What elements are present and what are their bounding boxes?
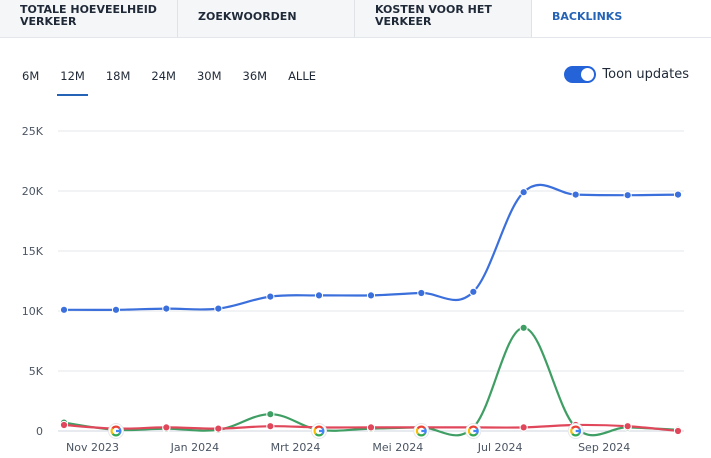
tab-total-traffic[interactable]: TOTALE HOEVEELHEID VERKEER [0,0,178,37]
range-12m[interactable]: 12M [57,68,88,96]
data-point-blue [214,304,223,313]
y-tick-label: 0 [36,425,43,438]
data-point-red [266,422,275,431]
range-all[interactable]: ALLE [288,69,317,83]
range-24m[interactable]: 24M [151,69,176,83]
google-update-marker-icon[interactable] [413,423,430,439]
tab-keywords[interactable]: ZOEKWOORDEN [178,0,355,37]
x-tick-label: Sep 2024 [578,441,630,454]
show-updates-control: Toon updates [564,66,689,83]
x-tick-label: Mrt 2024 [271,441,321,454]
toggle-knob [581,68,595,81]
google-update-marker-icon[interactable] [310,423,327,439]
backlinks-line-chart: 25K 20K 15K 10K 5K 0 Nov 2023 Jan 2024 Mrt 2024 M… [22,125,684,454]
data-point-blue [314,291,324,300]
data-point-red [519,423,528,432]
range-6m[interactable]: 6M [22,69,40,83]
data-point-red [59,420,69,430]
y-tick-label: 15K [22,245,44,258]
data-point-blue [571,190,580,199]
data-point-red [673,426,683,436]
tab-label-line1: KOSTEN VOOR HET [375,3,492,16]
range-selector: 6M 12M 18M 24M 30M 36M ALLE [22,68,337,98]
tab-label-line2: VERKEER [375,15,432,28]
range-18m[interactable]: 18M [105,69,131,83]
data-point-blue [469,287,478,296]
data-point-blue [417,288,426,298]
google-update-marker-icon[interactable] [567,423,584,439]
data-point-green [266,410,275,419]
series-line-green [63,326,679,437]
y-tick-label: 5K [29,365,44,378]
x-tick-label: Jan 2024 [170,441,219,454]
tab-bar: TOTALE HOEVEELHEID VERKEER ZOEKWOORDEN K… [0,0,711,38]
data-point-blue [266,292,275,301]
tab-label-line2: VERKEER [20,15,77,28]
range-36m[interactable]: 36M [242,69,268,83]
data-point-red [366,423,376,432]
y-tick-label: 25K [22,125,44,138]
range-30m[interactable]: 30M [196,69,222,83]
google-update-marker-icon[interactable] [465,423,482,439]
data-point-red [214,424,223,433]
data-point-blue [519,188,528,197]
x-tick-label: Nov 2023 [66,441,119,454]
data-point-blue [162,304,171,313]
google-update-marker-icon[interactable] [108,423,125,439]
data-point-blue [623,191,632,200]
tab-backlinks[interactable]: BACKLINKS [532,0,711,37]
tab-label: ZOEKWOORDEN [198,10,297,23]
x-tick-label: Jul 2024 [477,441,523,454]
data-point-red [623,422,632,431]
data-point-blue [673,190,683,199]
series-line-blue [63,183,679,311]
data-point-red [162,423,171,432]
data-point-blue [366,291,376,300]
data-point-blue [59,305,69,314]
show-updates-toggle[interactable] [564,66,597,83]
tab-label: BACKLINKS [552,10,623,23]
data-point-blue [111,305,121,314]
y-tick-label: 20K [22,185,44,198]
y-tick-label: 10K [22,305,44,318]
tab-traffic-cost[interactable]: KOSTEN VOOR HET VERKEER [355,0,532,37]
tab-label-line1: TOTALE HOEVEELHEID [20,3,157,16]
x-tick-label: Mei 2024 [372,441,423,454]
data-point-green [519,323,528,332]
show-updates-label: Toon updates [602,67,689,82]
